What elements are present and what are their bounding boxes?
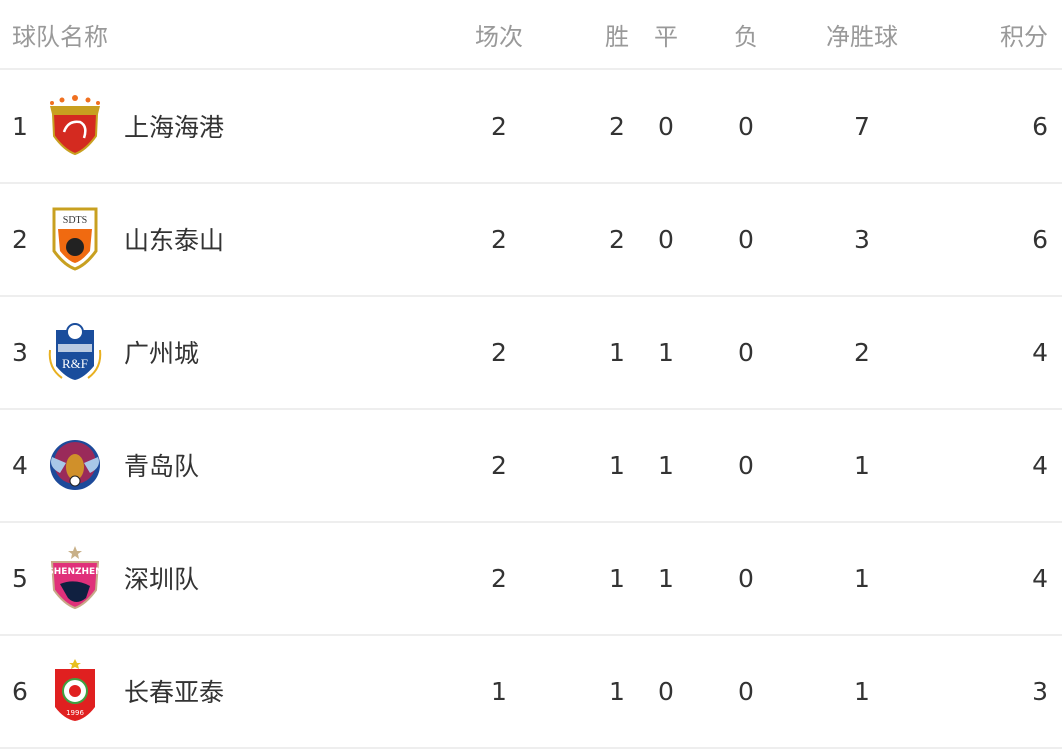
table-header: 球队名称 场次 胜 平 负 净胜球 积分: [0, 0, 1062, 70]
points: 6: [1032, 111, 1048, 141]
played: 2: [491, 224, 507, 254]
qingdao-logo: [46, 433, 104, 497]
points: 4: [1032, 450, 1048, 480]
goal-diff: 1: [854, 450, 870, 480]
losses: 0: [738, 563, 754, 593]
draws: 1: [658, 337, 674, 367]
losses: 0: [738, 676, 754, 706]
wins: 1: [609, 337, 625, 367]
losses: 0: [738, 224, 754, 254]
draws: 0: [658, 224, 674, 254]
svg-text:SHENZHEN: SHENZHEN: [47, 567, 102, 577]
team-name[interactable]: 上海海港: [124, 113, 225, 142]
team-name[interactable]: 青岛队: [124, 452, 200, 481]
table-row[interactable]: 2 SDTS 山东泰山 2 2 0 0 3 6: [0, 183, 1062, 297]
wins: 1: [609, 563, 625, 593]
rank: 4: [12, 450, 28, 480]
draws: 0: [658, 676, 674, 706]
played: 2: [491, 563, 507, 593]
table-row[interactable]: 5 SHENZHEN 深圳队 2 1 1 0 1 4: [0, 522, 1062, 636]
table-row[interactable]: 1 上海海港 2 2 0 0 7 6: [0, 70, 1062, 184]
shandong-taishan-logo: SDTS: [46, 207, 104, 271]
draws: 1: [658, 450, 674, 480]
rank: 2: [12, 224, 28, 254]
team-name[interactable]: 山东泰山: [124, 226, 225, 255]
changchun-yatai-logo: 1996: [46, 659, 104, 723]
shanghai-port-logo: [46, 94, 104, 158]
losses: 0: [738, 111, 754, 141]
team-name[interactable]: 长春亚泰: [124, 678, 225, 707]
played: 2: [491, 337, 507, 367]
team-name[interactable]: 广州城: [124, 339, 200, 368]
wins: 1: [609, 450, 625, 480]
table-row[interactable]: 3 R&F 广州城 2 1 1 0 2 4: [0, 296, 1062, 410]
wins: 2: [609, 111, 625, 141]
goal-diff: 2: [854, 337, 870, 367]
goal-diff: 7: [854, 111, 870, 141]
rank: 6: [12, 676, 28, 706]
header-played: 场次: [475, 22, 523, 51]
rank: 1: [12, 111, 28, 141]
wins: 2: [609, 224, 625, 254]
losses: 0: [738, 450, 754, 480]
guangzhou-city-logo: R&F: [46, 320, 104, 384]
svg-text:1996: 1996: [66, 709, 84, 717]
header-win: 胜: [605, 22, 629, 51]
goal-diff: 3: [854, 224, 870, 254]
table-row[interactable]: 4 青岛队 2 1 1 0 1 4: [0, 409, 1062, 523]
played: 2: [491, 450, 507, 480]
header-goal-diff: 净胜球: [826, 22, 898, 51]
draws: 0: [658, 111, 674, 141]
shenzhen-logo: SHENZHEN: [46, 546, 104, 610]
header-draw: 平: [654, 22, 678, 51]
goal-diff: 1: [854, 563, 870, 593]
header-points: 积分: [1000, 22, 1048, 51]
points: 4: [1032, 337, 1048, 367]
rank: 3: [12, 337, 28, 367]
team-name[interactable]: 深圳队: [124, 565, 200, 594]
points: 6: [1032, 224, 1048, 254]
table-row[interactable]: 6 1996 长春亚泰 1 1 0 0 1 3: [0, 635, 1062, 749]
played: 2: [491, 111, 507, 141]
header-loss: 负: [734, 22, 758, 51]
points: 3: [1032, 676, 1048, 706]
wins: 1: [609, 676, 625, 706]
points: 4: [1032, 563, 1048, 593]
svg-text:R&F: R&F: [62, 356, 88, 371]
header-team-name: 球队名称: [12, 22, 108, 51]
goal-diff: 1: [854, 676, 870, 706]
draws: 1: [658, 563, 674, 593]
rank: 5: [12, 563, 28, 593]
played: 1: [491, 676, 507, 706]
svg-text:SDTS: SDTS: [63, 215, 87, 226]
losses: 0: [738, 337, 754, 367]
